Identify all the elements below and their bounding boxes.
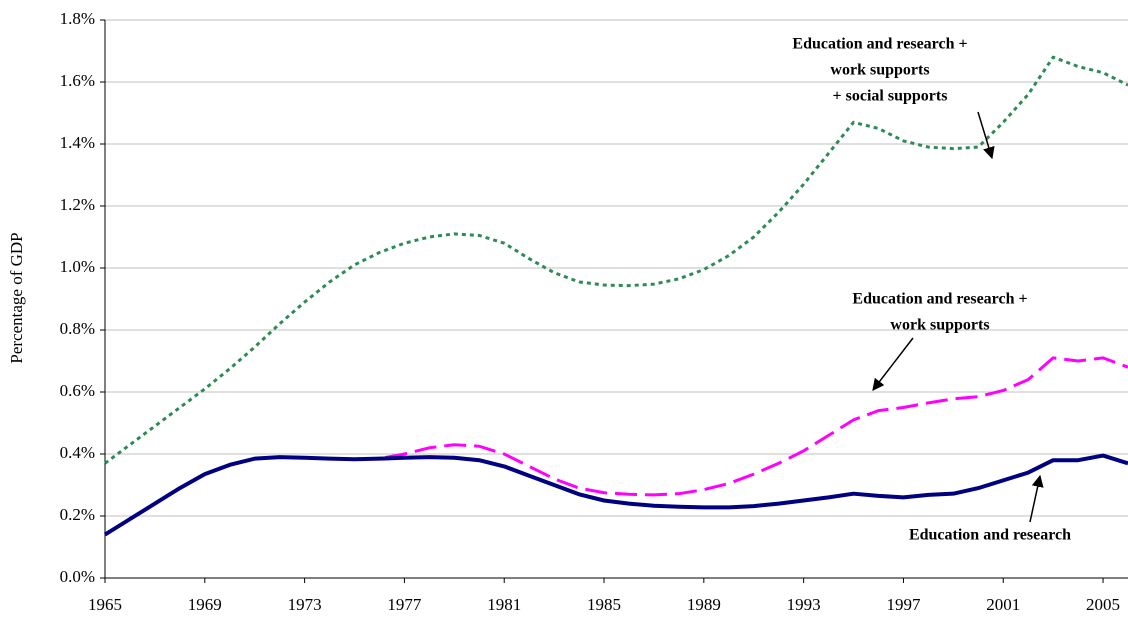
x-tick-label: 1985 [587, 595, 621, 614]
y-tick-label: 1.2% [60, 195, 95, 214]
annotation: work supports [830, 62, 929, 79]
y-tick-label: 0.8% [60, 319, 95, 338]
series-line [104, 55, 1128, 465]
annotation: Education and research [909, 527, 1071, 544]
series-line [103, 453, 1128, 537]
y-axis-label: Percentage of GDP [7, 232, 26, 363]
annotation-arrow [977, 111, 995, 160]
y-tick-label: 0.0% [60, 567, 95, 586]
annotation: + social supports [833, 88, 948, 105]
annotation: work supports [890, 317, 989, 334]
y-tick-label: 1.8% [60, 9, 95, 28]
y-tick-label: 1.4% [60, 133, 95, 152]
x-tick-label: 1997 [886, 595, 921, 614]
y-tick-label: 0.6% [60, 381, 95, 400]
annotation-arrow [872, 337, 914, 391]
annotation-arrow [1029, 474, 1044, 523]
x-tick-label: 1993 [787, 595, 821, 614]
x-tick-label: 1977 [387, 595, 422, 614]
y-tick-label: 0.4% [60, 443, 95, 462]
x-tick-label: 1989 [687, 595, 721, 614]
x-tick-label: 1973 [288, 595, 322, 614]
series-line [104, 356, 1128, 536]
x-tick-label: 2001 [986, 595, 1020, 614]
x-tick-label: 1965 [88, 595, 122, 614]
y-tick-label: 1.0% [60, 257, 95, 276]
x-tick-label: 1969 [188, 595, 222, 614]
y-tick-label: 1.6% [60, 71, 95, 90]
y-tick-label: 0.2% [60, 505, 95, 524]
x-tick-label: 1981 [487, 595, 521, 614]
annotation: Education and research + [792, 36, 967, 53]
annotation: Education and research + [852, 291, 1027, 308]
x-tick-label: 2005 [1086, 595, 1120, 614]
